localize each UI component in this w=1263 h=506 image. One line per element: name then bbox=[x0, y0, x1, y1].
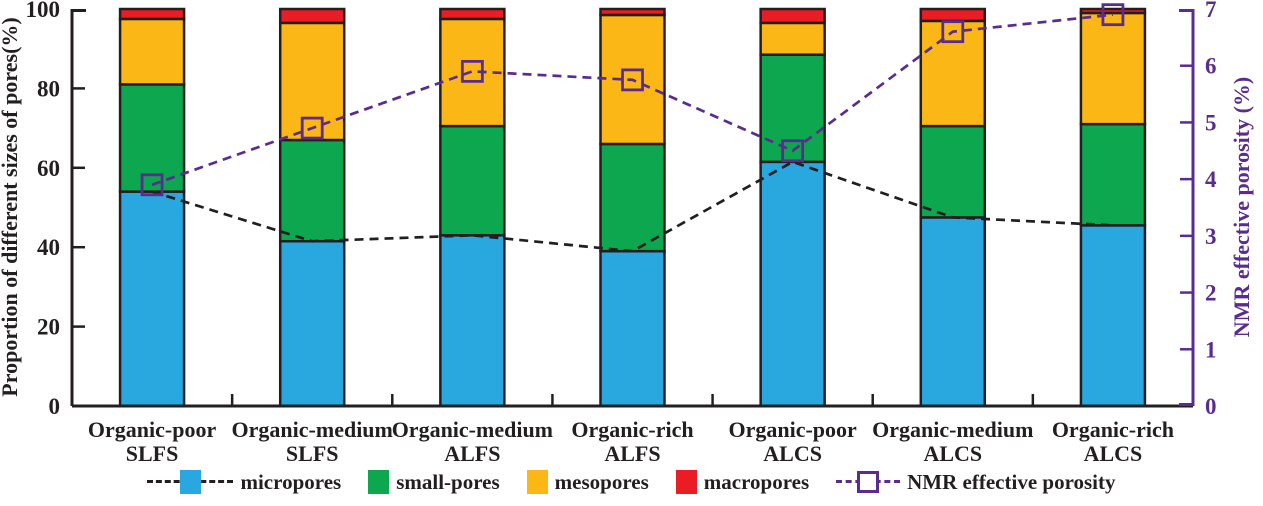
bar-segment-small-pores bbox=[599, 142, 666, 253]
bar-segment-mesopores bbox=[919, 19, 987, 128]
legend-swatch-open-square bbox=[836, 470, 901, 494]
legend-item: NMR effective porosity bbox=[836, 469, 1116, 494]
category-label: Organic-poor ALCS bbox=[728, 417, 857, 466]
bar-segment-macropores bbox=[1079, 7, 1147, 15]
trend-line-nmr bbox=[151, 13, 1114, 187]
right-tick-label: 2 bbox=[1205, 281, 1217, 306]
left-tick-label: 80 bbox=[37, 76, 60, 101]
legend-swatch-box bbox=[368, 470, 390, 494]
nmr-marker bbox=[1101, 3, 1125, 27]
right-tick-label: 6 bbox=[1205, 54, 1217, 79]
category-label: Organic-medium SLFS bbox=[232, 417, 393, 466]
bar-segment-micropores bbox=[278, 239, 346, 408]
legend-label: NMR effective porosity bbox=[907, 469, 1116, 494]
nmr-marker bbox=[460, 59, 484, 83]
legend-swatch-box bbox=[675, 470, 697, 494]
bar-segment-mesopores bbox=[759, 21, 826, 56]
bar-segment-macropores bbox=[919, 7, 987, 23]
bar-segment-small-pores bbox=[1079, 122, 1147, 227]
bar-segment-macropores bbox=[599, 7, 666, 17]
legend-item: small-pores bbox=[368, 469, 500, 494]
bar-segment-macropores bbox=[439, 7, 506, 21]
legend-label: macropores bbox=[703, 469, 810, 494]
right-tick-label: 7 bbox=[1205, 0, 1217, 22]
left-tick-label: 0 bbox=[49, 394, 61, 419]
legend: micropores small-pores mesopores macropores… bbox=[0, 463, 1263, 501]
category-label: Organic-medium ALCS bbox=[872, 417, 1033, 466]
legend-label: mesopores bbox=[554, 469, 649, 494]
legend-swatch-box bbox=[526, 470, 548, 494]
bar-segment-small-pores bbox=[759, 53, 826, 164]
bar-segment-micropores bbox=[439, 234, 506, 408]
bar-segment-micropores bbox=[599, 249, 666, 408]
nmr-marker bbox=[781, 139, 805, 163]
nmr-marker bbox=[300, 116, 324, 140]
left-tick-label: 100 bbox=[26, 0, 61, 22]
bar-segment-mesopores bbox=[1079, 11, 1147, 126]
right-axis-label: NMR effective porosity (%) bbox=[1229, 77, 1254, 337]
legend-label: micropores bbox=[240, 469, 342, 494]
bar-segment-micropores bbox=[759, 160, 826, 408]
category-label: Organic-medium ALFS bbox=[392, 417, 553, 466]
bar-segment-macropores bbox=[278, 7, 346, 25]
legend-label: small-pores bbox=[396, 469, 500, 494]
legend-item: mesopores bbox=[526, 469, 649, 494]
legend-item: micropores bbox=[147, 470, 341, 494]
nmr-marker bbox=[941, 20, 965, 44]
bar-segment-micropores bbox=[1079, 224, 1147, 408]
legend-swatch-dashed-box bbox=[147, 470, 234, 494]
left-tick-label: 20 bbox=[37, 315, 60, 340]
bar-segment-mesopores bbox=[278, 21, 346, 142]
right-tick-label: 4 bbox=[1205, 167, 1217, 192]
bar-segment-micropores bbox=[919, 216, 987, 408]
bar-segment-micropores bbox=[118, 190, 186, 408]
nmr-marker bbox=[621, 68, 644, 92]
bar-segment-small-pores bbox=[439, 124, 506, 237]
right-tick-label: 3 bbox=[1205, 224, 1217, 249]
category-label: Organic-poor SLFS bbox=[88, 417, 217, 466]
bar-segment-small-pores bbox=[278, 138, 346, 243]
bar-segment-mesopores bbox=[118, 17, 186, 86]
legend-item: macropores bbox=[675, 469, 810, 494]
left-tick-label: 60 bbox=[37, 156, 60, 181]
right-tick-label: 0 bbox=[1205, 394, 1217, 419]
plot-group: 0 20 40 60 80 100 0 1 2 3 4 5 6 7 Organic-poor SLFS Orga… bbox=[26, 0, 1218, 466]
trend-line-micropores bbox=[151, 160, 1113, 253]
left-axis-label: Proportion of different sizes of pores(%… bbox=[0, 17, 22, 396]
left-tick-label: 40 bbox=[37, 235, 60, 260]
category-label: Organic-rich ALCS bbox=[1052, 417, 1174, 466]
bar-segment-macropores bbox=[759, 7, 826, 25]
category-label: Organic-rich ALFS bbox=[571, 417, 693, 466]
right-tick-label: 1 bbox=[1205, 337, 1217, 362]
right-tick-label: 5 bbox=[1205, 110, 1217, 135]
bar-segment-macropores bbox=[118, 7, 186, 21]
bar-segment-small-pores bbox=[919, 124, 987, 219]
nmr-marker bbox=[140, 173, 164, 197]
